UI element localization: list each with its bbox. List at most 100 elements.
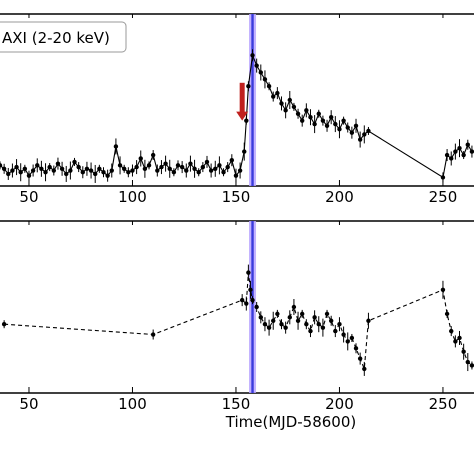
top-data-point (449, 156, 454, 161)
top-data-point (35, 163, 40, 168)
top-data-point (262, 77, 268, 82)
top-data-point (283, 108, 288, 113)
bottom-x-tick-label: 250 (429, 395, 458, 413)
bottom-data-point (258, 315, 264, 320)
bottom-data-point (324, 311, 330, 317)
top-data-point (337, 127, 342, 132)
top-data-point (229, 158, 235, 163)
bottom-data-point (333, 328, 338, 334)
top-data-point (217, 163, 222, 168)
top-data-point (105, 173, 110, 178)
top-data-point (59, 166, 65, 171)
top-data-point (291, 104, 297, 110)
top-data-point (88, 168, 94, 173)
top-data-point (171, 170, 177, 175)
bottom-data-point (262, 322, 268, 327)
top-data-point (204, 159, 210, 165)
top-data-point (233, 173, 239, 178)
top-data-point (126, 170, 131, 175)
bottom-data-point (362, 366, 367, 372)
top-data-point (80, 170, 85, 175)
bottom-data-point (300, 311, 305, 317)
top-data-point (167, 166, 172, 171)
top-data-point (333, 121, 338, 127)
bottom-data-point (308, 328, 313, 334)
top-data-point (258, 70, 264, 75)
top-data-point (163, 161, 168, 166)
top-data-point (97, 166, 102, 171)
top-data-point (440, 175, 446, 180)
top-data-point (134, 164, 139, 170)
top-data-point (316, 111, 321, 116)
top-data-point (138, 156, 143, 161)
bottom-data-point (271, 318, 276, 323)
bottom-data-point (246, 270, 251, 275)
top-data-point (221, 170, 226, 175)
bottom-data-point (453, 339, 458, 344)
top-data-point (43, 170, 48, 175)
bottom-data-point (366, 318, 371, 323)
bottom-data-point (312, 315, 317, 320)
top-data-point (6, 171, 11, 177)
bottom-data-point (337, 322, 342, 327)
top-data-point (14, 164, 19, 170)
bottom-data-point (250, 297, 255, 303)
bottom-data-point (275, 311, 280, 317)
bottom-band-core (251, 221, 254, 393)
top-data-point (39, 166, 44, 171)
flare-onset-arrow (236, 82, 249, 121)
top-vertical-band (249, 14, 257, 186)
bottom-x-tick-label: 100 (118, 395, 147, 413)
bottom-data-point (444, 311, 450, 317)
top-data-point (341, 118, 346, 123)
bottom-x-tick-label: 200 (325, 395, 354, 413)
top-x-tick-label: 200 (325, 188, 354, 206)
top-data-point (349, 130, 355, 135)
top-data-point (324, 123, 330, 128)
flare-onset-arrow-head (236, 111, 249, 121)
top-data-point (266, 84, 272, 89)
top-data-point (188, 161, 193, 166)
top-data-point (461, 152, 466, 158)
top-data-point (113, 144, 119, 149)
top-data-point (150, 152, 156, 158)
top-data-point (250, 53, 255, 58)
bottom-data-point (461, 349, 466, 354)
top-data-point (304, 108, 309, 113)
top-data-point (146, 163, 152, 168)
top-data-point (320, 118, 326, 123)
bottom-data-point (357, 356, 363, 361)
top-data-point (465, 142, 470, 147)
bottom-data-point (320, 325, 326, 330)
top-data-point (117, 163, 123, 168)
top-data-point (469, 149, 474, 154)
bottom-data-point (248, 287, 253, 292)
bottom-data-point (283, 325, 288, 330)
bottom-x-tick-label: 150 (222, 395, 251, 413)
top-data-point (242, 149, 247, 154)
top-data-point (244, 118, 249, 123)
bottom-x-tick-label: 50 (19, 395, 38, 413)
top-data-point (444, 152, 450, 158)
top-data-point (366, 128, 371, 134)
bottom-data-point (353, 346, 359, 351)
bottom-data-point (1, 322, 7, 327)
bottom-data-point (316, 322, 321, 327)
top-x-tick-label: 150 (222, 188, 251, 206)
legend-label: AXI (2-20 keV) (2, 29, 110, 47)
top-data-point (357, 137, 363, 142)
top-data-point (84, 166, 90, 171)
bottom-data-point (304, 322, 309, 327)
bottom-data-point (239, 297, 245, 303)
top-data-point (308, 115, 313, 120)
bottom-data-point (349, 335, 355, 341)
top-x-tick-label: 250 (429, 188, 458, 206)
top-data-point (345, 125, 350, 130)
top-data-point (208, 168, 214, 173)
bottom-series (1, 264, 474, 376)
top-x-tick-label: 50 (19, 188, 38, 206)
bottom-data-point (287, 315, 292, 320)
top-data-point (200, 164, 206, 170)
top-data-point (142, 166, 148, 171)
